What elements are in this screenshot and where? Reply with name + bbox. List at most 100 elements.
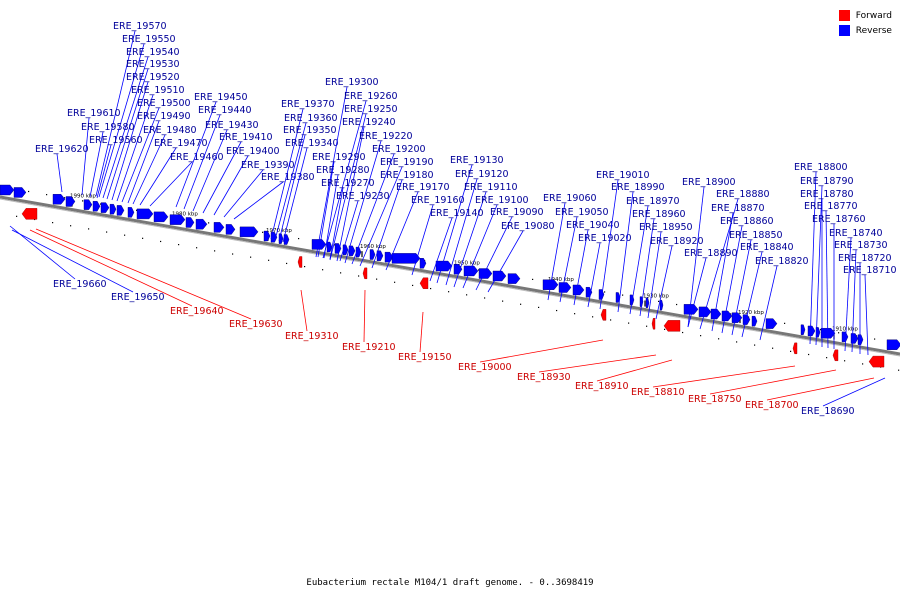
reverse-leader-line bbox=[139, 147, 177, 206]
legend-item-forward: Forward bbox=[838, 8, 892, 23]
track-dot bbox=[124, 234, 126, 236]
track-dot bbox=[700, 335, 702, 337]
reverse-leader-line bbox=[183, 114, 221, 210]
track-dot bbox=[610, 319, 612, 321]
reverse-gene-label: ERE_19270 bbox=[321, 178, 375, 189]
reverse-leader-line bbox=[573, 229, 589, 306]
forward-gene-arrow bbox=[663, 320, 681, 332]
genome-axis-line bbox=[0, 195, 900, 356]
reverse-leader-line bbox=[759, 265, 778, 341]
reverse-leader-line bbox=[825, 210, 829, 349]
reverse-leader-line bbox=[851, 249, 857, 353]
track-dot bbox=[736, 341, 738, 343]
track-dot bbox=[106, 231, 108, 233]
reverse-gene-arrow bbox=[169, 214, 186, 225]
forward-gene-label: ERE_18910 bbox=[575, 381, 629, 392]
reverse-gene-label: ERE_19040 bbox=[566, 220, 620, 231]
forward-leader-line bbox=[709, 369, 837, 395]
reverse-leader-line bbox=[617, 191, 634, 313]
forward-leader-line bbox=[29, 229, 193, 307]
track-dot bbox=[808, 353, 810, 356]
reverse-gene-label: ERE_19090 bbox=[490, 207, 544, 218]
track-dot bbox=[874, 338, 876, 340]
track-dot bbox=[88, 228, 90, 230]
reverse-leader-line bbox=[547, 202, 566, 301]
reverse-gene-label: ERE_18970 bbox=[626, 196, 680, 207]
forward-leader-line bbox=[419, 311, 424, 353]
genome-axis-shadow bbox=[0, 198, 900, 357]
track-dot bbox=[532, 278, 534, 281]
reverse-leader-line bbox=[411, 204, 434, 276]
reverse-leader-line bbox=[639, 218, 655, 317]
reverse-gene-arrow bbox=[270, 232, 278, 243]
reverse-gene-label: ERE_19560 bbox=[89, 135, 143, 146]
forward-leader-line bbox=[652, 365, 796, 388]
reverse-gene-arrow bbox=[263, 230, 271, 242]
reverse-gene-arrow bbox=[807, 325, 816, 337]
track-dot bbox=[100, 203, 102, 205]
reverse-leader-line bbox=[223, 169, 264, 218]
track-dot bbox=[394, 281, 396, 283]
track-dot bbox=[622, 294, 624, 296]
reverse-gene-label: ERE_18960 bbox=[632, 209, 686, 220]
forward-leader-line bbox=[363, 289, 366, 343]
reverse-gene-label: ERE_19520 bbox=[126, 72, 180, 83]
forward-leader-line bbox=[35, 228, 252, 320]
reverse-gene-label: ERE_18890 bbox=[684, 248, 738, 259]
reverse-gene-label: ERE_19080 bbox=[501, 221, 555, 232]
reverse-leader-line bbox=[270, 108, 304, 240]
reverse-gene-label: ERE_19230 bbox=[336, 191, 390, 202]
track-dot bbox=[250, 256, 252, 258]
reverse-gene-arrow bbox=[326, 241, 333, 253]
reverse-leader-line bbox=[233, 181, 284, 220]
track-dot bbox=[862, 363, 864, 365]
reverse-gene-label: ERE_19390 bbox=[241, 160, 295, 171]
forward-gene-arrow bbox=[792, 342, 798, 355]
reverse-gene-label: ERE_19340 bbox=[285, 138, 339, 149]
reverse-gene-arrow bbox=[507, 273, 521, 284]
track-dot bbox=[838, 332, 840, 334]
track-dot bbox=[478, 269, 480, 271]
reverse-gene-label: ERE_19180 bbox=[380, 170, 434, 181]
track-dot bbox=[16, 215, 18, 217]
reverse-leader-line bbox=[429, 217, 453, 282]
reverse-gene-label: ERE_18920 bbox=[650, 236, 704, 247]
reverse-gene-label: ERE_18860 bbox=[720, 216, 774, 227]
track-dot bbox=[628, 322, 630, 324]
track-dot bbox=[178, 244, 180, 246]
reverse-leader-line bbox=[95, 30, 136, 197]
reverse-leader-line bbox=[371, 179, 403, 269]
legend-label-reverse: Reverse bbox=[855, 25, 892, 36]
reverse-gene-arrow bbox=[0, 184, 15, 196]
reverse-leader-line bbox=[436, 164, 473, 284]
reverse-leader-line bbox=[11, 229, 134, 293]
reverse-gene-arrow bbox=[136, 208, 154, 220]
reverse-leader-line bbox=[599, 179, 619, 310]
reverse-gene-label: ERE_19490 bbox=[137, 111, 191, 122]
reverse-gene-arrow bbox=[659, 299, 664, 311]
reverse-leader-line bbox=[655, 245, 673, 320]
reverse-gene-arrow bbox=[52, 194, 66, 205]
forward-gene-label: ERE_18810 bbox=[631, 387, 685, 398]
forward-gene-label: ERE_19000 bbox=[458, 362, 512, 373]
track-dot bbox=[298, 237, 300, 240]
reverse-leader-line bbox=[213, 155, 249, 216]
reverse-gene-label: ERE_19300 bbox=[325, 77, 379, 88]
reverse-leader-line bbox=[149, 161, 193, 207]
track-dot bbox=[160, 240, 162, 243]
forward-leader-line bbox=[596, 359, 673, 382]
track-dot bbox=[718, 338, 720, 340]
forward-gene-label: ERE_19640 bbox=[170, 306, 224, 317]
track-dot bbox=[286, 262, 288, 265]
reverse-gene-label: ERE_19480 bbox=[143, 125, 197, 136]
reverse-gene-label: ERE_18950 bbox=[639, 222, 693, 233]
reverse-leader-line bbox=[822, 377, 886, 407]
forward-gene-arrow bbox=[419, 277, 429, 289]
reverse-leader-line bbox=[647, 231, 662, 319]
reverse-leader-line bbox=[587, 242, 601, 308]
forward-gene-label: ERE_18750 bbox=[688, 394, 742, 405]
reverse-gene-label: ERE_19100 bbox=[475, 195, 529, 206]
reverse-gene-label: ERE_19510 bbox=[131, 85, 185, 96]
reverse-leader-line bbox=[322, 100, 367, 259]
track-dot bbox=[658, 300, 660, 302]
